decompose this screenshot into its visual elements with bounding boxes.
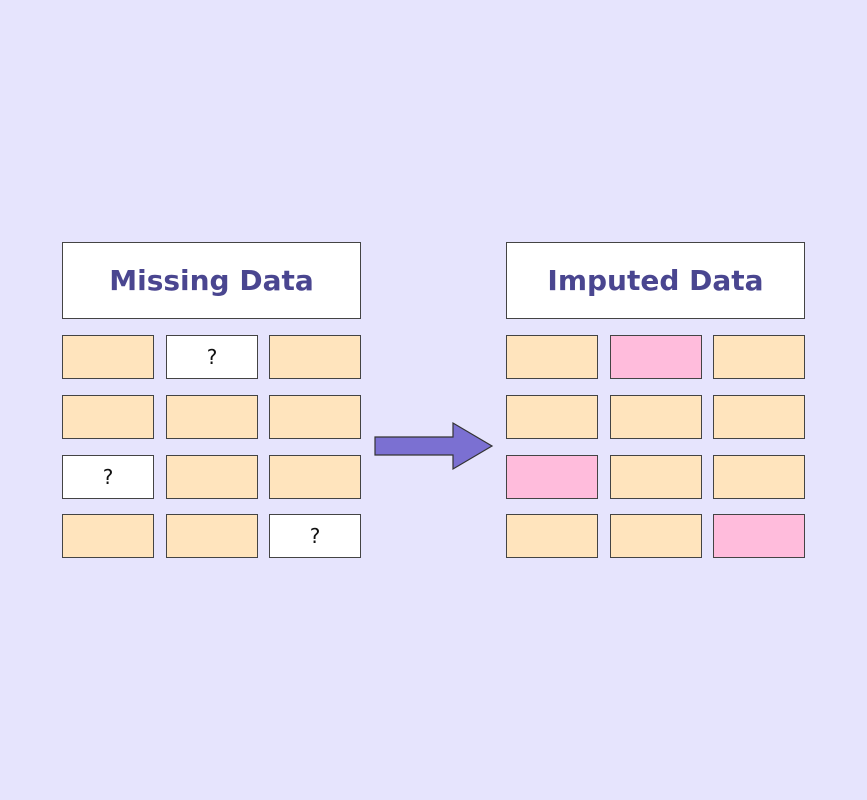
right-cell-value xyxy=(610,514,702,558)
right-cell-value xyxy=(506,395,598,439)
missing-data-title: Missing Data xyxy=(62,242,361,319)
left-cell-value xyxy=(269,395,361,439)
right-cell-value xyxy=(506,514,598,558)
left-cell-value xyxy=(62,395,154,439)
left-cell-value xyxy=(166,514,258,558)
right-cell-value xyxy=(610,455,702,499)
left-cell-value xyxy=(166,395,258,439)
left-cell-missing: ? xyxy=(62,455,154,499)
right-cell-value xyxy=(610,395,702,439)
left-cell-missing: ? xyxy=(269,514,361,558)
right-cell-value xyxy=(713,455,805,499)
right-arrow-icon xyxy=(374,421,494,471)
right-cell-value xyxy=(713,335,805,379)
right-cell-imputed xyxy=(610,335,702,379)
left-cell-value xyxy=(269,335,361,379)
right-cell-imputed xyxy=(713,514,805,558)
right-cell-value xyxy=(713,395,805,439)
left-cell-value xyxy=(62,335,154,379)
left-cell-missing: ? xyxy=(166,335,258,379)
right-cell-value xyxy=(506,335,598,379)
left-cell-value xyxy=(62,514,154,558)
left-cell-value xyxy=(166,455,258,499)
right-cell-imputed xyxy=(506,455,598,499)
left-cell-value xyxy=(269,455,361,499)
imputed-data-title: Imputed Data xyxy=(506,242,805,319)
